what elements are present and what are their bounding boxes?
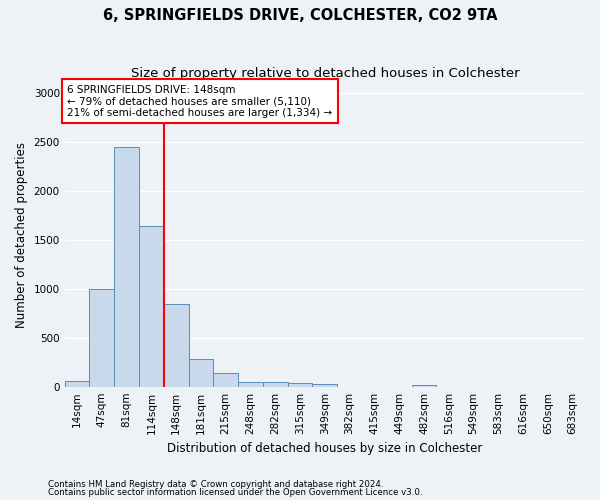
- X-axis label: Distribution of detached houses by size in Colchester: Distribution of detached houses by size …: [167, 442, 482, 455]
- Title: Size of property relative to detached houses in Colchester: Size of property relative to detached ho…: [131, 68, 519, 80]
- Bar: [164, 304, 188, 386]
- Bar: [313, 384, 337, 386]
- Bar: [188, 360, 214, 386]
- Text: 6 SPRINGFIELDS DRIVE: 148sqm
← 79% of detached houses are smaller (5,110)
21% of: 6 SPRINGFIELDS DRIVE: 148sqm ← 79% of de…: [67, 84, 332, 118]
- Bar: [65, 382, 89, 386]
- Text: Contains HM Land Registry data © Crown copyright and database right 2024.: Contains HM Land Registry data © Crown c…: [48, 480, 383, 489]
- Bar: [263, 382, 287, 386]
- Bar: [287, 384, 313, 386]
- Bar: [89, 288, 114, 386]
- Bar: [114, 146, 139, 386]
- Bar: [412, 384, 436, 386]
- Text: Contains public sector information licensed under the Open Government Licence v3: Contains public sector information licen…: [48, 488, 422, 497]
- Bar: [214, 373, 238, 386]
- Bar: [238, 382, 263, 386]
- Bar: [139, 226, 164, 386]
- Text: 6, SPRINGFIELDS DRIVE, COLCHESTER, CO2 9TA: 6, SPRINGFIELDS DRIVE, COLCHESTER, CO2 9…: [103, 8, 497, 22]
- Y-axis label: Number of detached properties: Number of detached properties: [15, 142, 28, 328]
